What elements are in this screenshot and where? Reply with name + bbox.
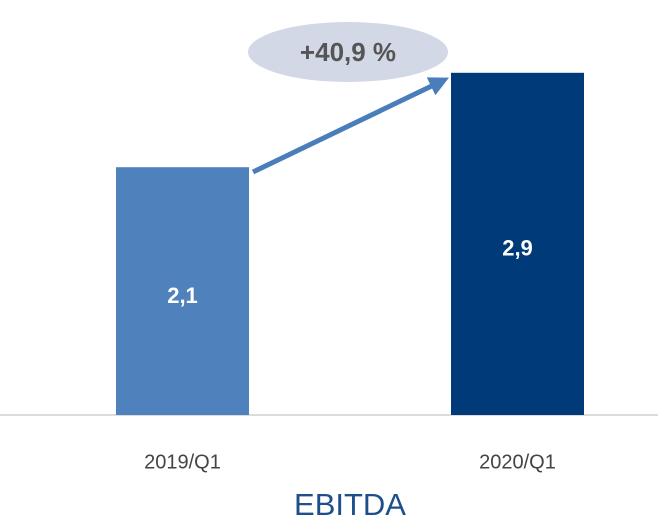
value-label: 2,9 [502, 236, 533, 261]
x-tick-label: 2019/Q1 [144, 451, 221, 473]
value-label: 2,1 [167, 283, 198, 308]
bar [451, 72, 584, 416]
annotation-bubble [248, 22, 448, 82]
x-tick-label: 2020/Q1 [479, 451, 556, 473]
growth-arrow [251, 77, 450, 175]
chart-title: EBITDA [294, 487, 406, 522]
bar [116, 167, 249, 415]
annotation: +40,9 % [300, 37, 396, 67]
